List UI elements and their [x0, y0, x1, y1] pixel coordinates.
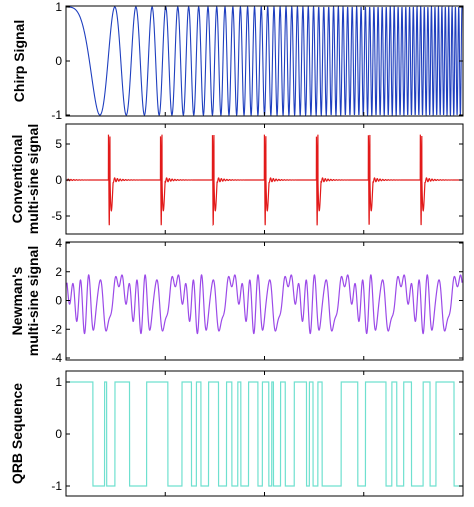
- y-axis-label: QRB Sequence: [9, 383, 25, 484]
- y-tick-label: 1: [55, 375, 62, 389]
- y-tick-label: -4: [51, 351, 62, 365]
- y-axis-label: Chirp Signal: [11, 20, 27, 102]
- y-tick-label: -2: [51, 322, 62, 336]
- panel-1: 1 0 -1 Chirp Signal: [11, 0, 464, 122]
- y-tick-label: 1: [55, 0, 62, 14]
- y-tick-label: 2: [55, 265, 62, 279]
- signal-line: [66, 274, 463, 335]
- y-tick-label: -1: [51, 479, 62, 493]
- signal-line: [66, 134, 463, 227]
- y-axis-label: Conventional: [9, 135, 25, 224]
- panel-2: 5 0 -5 Conventional multi-sine signal: [9, 123, 464, 235]
- y-tick-label: 0: [55, 173, 62, 187]
- y-tick-label: -5: [51, 209, 62, 223]
- panel-3: 4 2 0 -2 -4 Newman's multi-sine signal: [9, 236, 464, 365]
- y-tick-label: 0: [55, 294, 62, 308]
- y-axis-label: multi-sine signal: [25, 124, 41, 234]
- signal-line: [67, 6, 463, 116]
- y-tick-label: 0: [55, 54, 62, 68]
- y-tick-label: -1: [51, 108, 62, 122]
- y-tick-label: 0: [55, 427, 62, 441]
- y-axis-label: Newman's: [9, 266, 25, 335]
- panel-4: 1 0 -1 QRB Sequence: [9, 370, 464, 497]
- y-tick-label: 4: [55, 236, 62, 250]
- y-tick-label: 5: [55, 137, 62, 151]
- signal-line: [67, 381, 462, 487]
- y-axis-label: multi-sine signal: [25, 246, 41, 356]
